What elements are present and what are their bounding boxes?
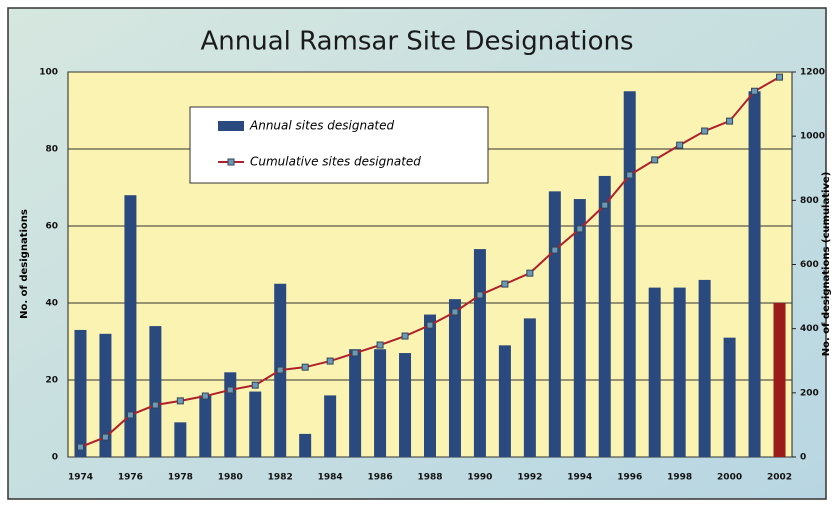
legend-marker	[227, 158, 235, 166]
y2-tick-label: 1000	[800, 132, 825, 142]
bar	[374, 349, 387, 457]
bar	[299, 433, 312, 457]
line-marker	[426, 321, 434, 329]
x-tick-label: 2000	[717, 473, 742, 483]
y-tick-label: 80	[45, 145, 58, 155]
line-marker	[151, 401, 159, 409]
bar	[548, 191, 561, 457]
line-marker	[276, 366, 284, 374]
bar	[349, 349, 362, 457]
line-marker	[701, 127, 709, 135]
y2-tick-label: 400	[800, 324, 819, 334]
line-marker	[201, 392, 209, 400]
bar	[723, 337, 736, 457]
line-marker	[326, 357, 334, 365]
x-tick-label: 1986	[368, 473, 393, 483]
y-tick-label: 100	[39, 68, 58, 78]
bar	[99, 333, 112, 457]
bar	[773, 303, 786, 457]
line-marker	[451, 308, 459, 316]
y2-tick-label: 1200	[800, 68, 825, 78]
line-marker	[751, 87, 759, 95]
line-marker	[176, 397, 184, 405]
y-tick-label: 20	[45, 376, 58, 386]
x-tick-label: 1982	[268, 473, 293, 483]
line-marker	[601, 201, 609, 209]
x-tick-label: 1976	[118, 473, 143, 483]
bar	[498, 345, 511, 457]
bar	[623, 91, 636, 457]
y2-tick-label: 600	[800, 260, 819, 270]
bar	[399, 353, 412, 457]
bar	[698, 279, 711, 457]
line-marker	[576, 225, 584, 233]
bar	[424, 314, 436, 457]
bar	[174, 422, 187, 457]
line-marker	[301, 363, 309, 371]
line-marker	[351, 349, 359, 357]
x-tick-label: 2002	[767, 473, 792, 483]
x-tick-label: 1998	[667, 473, 692, 483]
line-marker	[126, 411, 134, 419]
line-marker	[101, 433, 109, 441]
legend-label: Annual sites designated	[249, 119, 395, 133]
line-marker	[526, 269, 534, 277]
legend-swatch	[218, 121, 244, 131]
line-marker	[651, 156, 659, 164]
y-tick-label: 60	[45, 222, 58, 232]
line-marker	[226, 386, 234, 394]
x-tick-label: 1994	[567, 473, 592, 483]
y-tick-label: 40	[45, 299, 58, 309]
line-marker	[551, 246, 559, 254]
y2-tick-label: 800	[800, 196, 819, 206]
line-marker	[376, 341, 384, 349]
line-marker	[476, 291, 484, 299]
bar	[249, 391, 262, 457]
legend-box	[189, 106, 489, 184]
bar	[523, 318, 536, 457]
x-tick-label: 1978	[168, 473, 193, 483]
line-marker	[401, 332, 409, 340]
bar	[648, 287, 661, 457]
bar	[748, 91, 761, 457]
line-marker	[501, 280, 509, 288]
bar	[473, 249, 486, 457]
bar	[74, 329, 87, 457]
bar	[149, 326, 162, 457]
y2-tick-label: 0	[800, 453, 806, 463]
x-tick-label: 1988	[417, 473, 442, 483]
legend-label: Cumulative sites designated	[250, 155, 421, 169]
line-marker	[726, 117, 734, 125]
bar	[673, 287, 686, 457]
x-tick-label: 1990	[467, 473, 492, 483]
bar	[124, 195, 137, 457]
y-axis-label: No. of designations	[19, 209, 30, 319]
bar	[199, 395, 212, 457]
x-tick-label: 1984	[318, 473, 343, 483]
chart-title: Annual Ramsar Site Designations	[200, 27, 633, 57]
y2-axis-label: No. of designations (cumulative)	[821, 172, 832, 357]
line-marker	[76, 443, 84, 451]
x-tick-label: 1974	[68, 473, 93, 483]
bar	[224, 372, 237, 457]
x-tick-label: 1992	[517, 473, 542, 483]
bar	[573, 199, 586, 458]
bar	[324, 395, 337, 457]
y2-tick-label: 200	[800, 388, 819, 398]
line-marker	[251, 381, 259, 389]
line-marker	[626, 171, 634, 179]
x-tick-label: 1996	[617, 473, 642, 483]
y-tick-label: 0	[52, 453, 58, 463]
line-marker	[776, 73, 784, 81]
bar	[598, 175, 611, 457]
line-marker	[676, 141, 684, 149]
x-tick-label: 1980	[218, 473, 243, 483]
bar	[448, 299, 461, 457]
